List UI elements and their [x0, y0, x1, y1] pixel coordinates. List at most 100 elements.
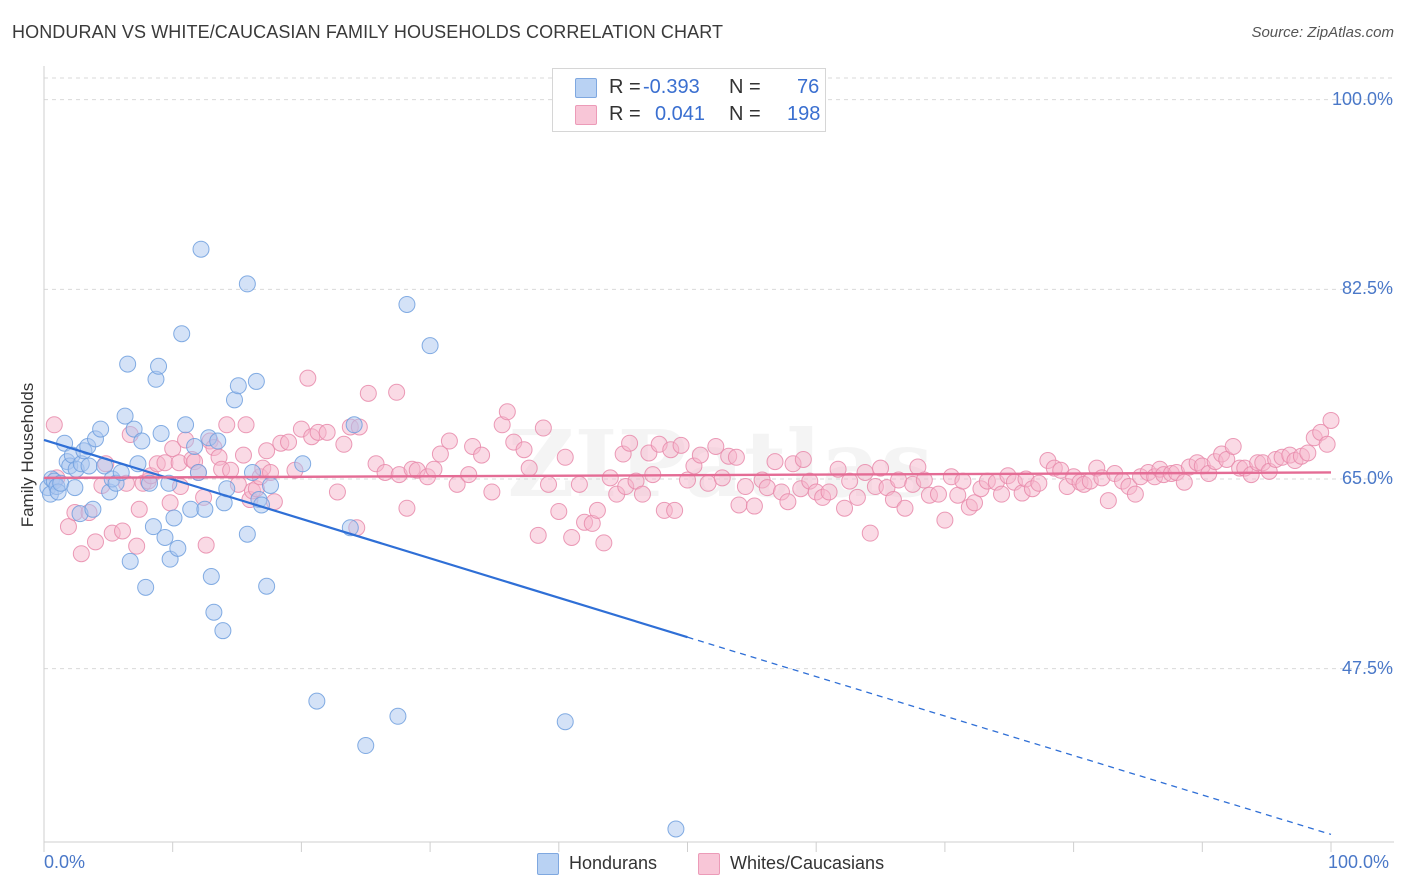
r-value: 0.041 [655, 103, 706, 125]
whites-point [936, 511, 954, 529]
whites-point [156, 454, 174, 472]
whites-point [872, 459, 890, 477]
whites-point [550, 502, 568, 520]
whites-swatch [698, 853, 720, 875]
y-tick-label: 47.5% [1341, 657, 1393, 678]
whites-point [836, 499, 854, 517]
hondurans-point [258, 577, 276, 595]
whites-point [766, 453, 784, 471]
whites-point [1318, 435, 1336, 453]
axes [43, 66, 1394, 852]
whites-point [691, 446, 709, 464]
whites-point [861, 524, 879, 542]
hondurans-point [192, 240, 210, 258]
n-value: 198 [787, 103, 821, 125]
whites-point [707, 437, 725, 455]
whites-point [794, 450, 812, 468]
hondurans-point [116, 407, 134, 425]
hondurans-point [229, 377, 247, 395]
whites-point [666, 501, 684, 519]
whites-point [376, 463, 394, 481]
r-label: R = [609, 76, 641, 98]
whites-point [730, 496, 748, 514]
whites-point [529, 526, 547, 544]
hondurans-point [294, 455, 312, 473]
whites-point [114, 522, 132, 540]
hondurans-point [205, 603, 223, 621]
watermark-text: ZIPatlas [507, 410, 932, 518]
y-tick-label: 65.0% [1341, 467, 1393, 488]
x-tick-label-min: 0.0% [44, 852, 86, 872]
whites-point [72, 545, 90, 563]
whites-point [993, 485, 1011, 503]
whites-point [672, 436, 690, 454]
whites-point [1175, 473, 1193, 491]
whites-point [237, 416, 255, 434]
hondurans-point [262, 476, 280, 494]
hondurans-point [144, 518, 162, 536]
chart-title: HONDURAN VS WHITE/CAUCASIAN FAMILY HOUSE… [12, 22, 724, 42]
legend-label: Hondurans [569, 853, 658, 873]
legend-label: Whites/Caucasians [730, 853, 885, 873]
whites-point [758, 479, 776, 497]
hondurans-point [345, 416, 363, 434]
hondurans-point [238, 275, 256, 293]
hondurans-point [125, 420, 143, 438]
r-value: -0.393 [643, 76, 700, 98]
whites-point [164, 440, 182, 458]
hondurans-point [177, 416, 195, 434]
hondurans-point [556, 713, 574, 731]
hondurans-point [137, 578, 155, 596]
whites-point [161, 494, 179, 512]
whites-swatch [575, 105, 597, 125]
whites-point [1030, 474, 1048, 492]
whites-point [498, 403, 516, 421]
hondurans-point [182, 500, 200, 518]
whites-point [425, 460, 443, 478]
whites-point [856, 463, 874, 481]
hondurans-point [238, 525, 256, 543]
hondurans-point [80, 457, 98, 475]
whites-point [633, 485, 651, 503]
whites-point [280, 433, 298, 451]
whites-point [841, 472, 859, 490]
r-label: R = [609, 103, 641, 125]
whites-point [699, 474, 717, 492]
whites-point [440, 432, 458, 450]
whites-point [588, 501, 606, 519]
whites-point [483, 483, 501, 501]
hondurans-point [214, 622, 232, 640]
hondurans-point [186, 437, 204, 455]
whites-point [727, 448, 745, 466]
hondurans-swatch [537, 853, 559, 875]
hondurans-point [66, 479, 84, 497]
whites-point [1224, 437, 1242, 455]
whites-point [884, 491, 902, 509]
hondurans-point [152, 424, 170, 442]
hondurans-point [150, 357, 168, 375]
hondurans-trend-dashed [687, 636, 1332, 836]
whites-point [59, 518, 77, 536]
whites-point [299, 369, 317, 387]
hondurans-point [119, 355, 137, 373]
whites-point [520, 459, 538, 477]
whites-point [86, 533, 104, 551]
hondurans-point [308, 692, 326, 710]
hondurans-point [202, 567, 220, 585]
hondurans-point [156, 528, 174, 546]
whites-point [359, 384, 377, 402]
whites-point [556, 448, 574, 466]
hondurans-point [667, 820, 685, 838]
trend-lines [43, 438, 1332, 836]
whites-point [954, 472, 972, 490]
whites-point [130, 500, 148, 518]
whites-point [318, 423, 336, 441]
whites-point [848, 488, 866, 506]
whites-point [829, 460, 847, 478]
whites-point [713, 469, 731, 487]
whites-point [197, 536, 215, 554]
hondurans-point [209, 432, 227, 450]
whites-point [473, 446, 491, 464]
whites-point [779, 493, 797, 511]
